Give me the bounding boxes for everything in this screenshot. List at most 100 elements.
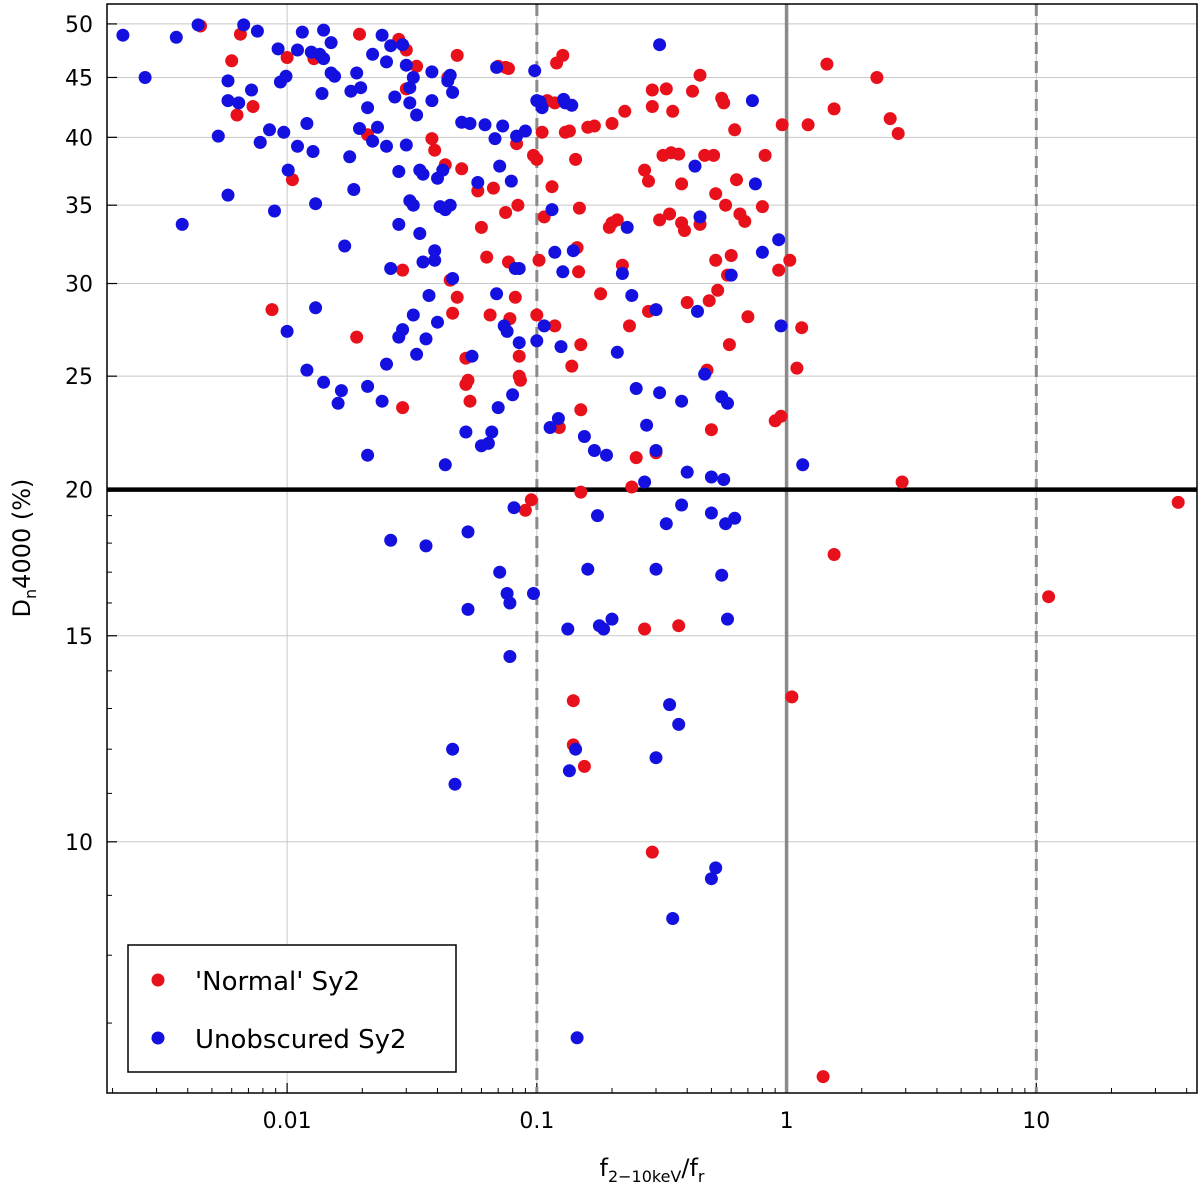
data-point [675,394,689,408]
data-point [384,262,398,275]
data-point [721,612,734,626]
data-point [406,71,420,84]
data-point [629,451,643,465]
y-tick-label: 40 [65,126,93,151]
data-point [653,213,667,227]
data-point [577,430,591,443]
data-point [508,290,522,304]
data-point [675,498,689,512]
data-point [490,287,504,301]
data-point [675,177,689,191]
data-point [728,511,742,525]
data-point [709,861,723,875]
data-point [758,148,772,162]
data-point [704,470,718,484]
y-tick-label: 25 [65,365,93,390]
data-point [512,349,526,363]
data-point [503,650,517,663]
data-point [653,386,667,400]
data-point [366,47,380,61]
data-point [704,872,718,886]
data-point [493,159,507,173]
data-point [268,204,281,218]
data-point [745,94,759,108]
data-point [702,294,716,308]
data-point [775,118,789,132]
data-point [730,173,743,187]
data-point [755,245,769,259]
data-point [827,102,841,116]
data-point [574,338,588,352]
data-point [512,262,526,275]
data-point [615,267,629,280]
data-point [399,138,413,152]
reference-lines [107,4,1197,1093]
data-point [566,694,580,708]
y-tick-label: 20 [65,479,93,504]
data-point [413,227,427,240]
data-point [518,503,532,517]
data-point [783,253,797,267]
y-axis-title: Dn4000 (%) [8,479,40,618]
data-point [361,448,375,462]
data-point [221,94,235,108]
data-point [709,253,723,267]
legend: 'Normal' Sy2 Unobscured Sy2 [127,944,457,1073]
data-point [698,367,712,381]
y-axis-title-pre: D [8,599,36,617]
data-point [895,475,909,489]
data-point [721,396,734,410]
data-point [237,18,251,32]
data-point [478,118,492,132]
data-point [820,57,834,71]
data-point [361,101,375,115]
data-point [883,112,897,126]
data-point [250,24,264,38]
data-point [659,82,673,96]
data-point [384,533,398,547]
data-point [425,94,439,108]
data-point [551,412,565,425]
data-point [524,493,538,507]
data-point [649,303,663,317]
data-point [461,602,475,616]
data-point [419,539,433,553]
data-point [640,418,654,432]
data-point [704,506,718,520]
data-point [353,122,366,135]
data-point [724,249,738,262]
data-point [428,244,442,258]
data-point [642,174,655,188]
data-point [493,565,507,579]
data-point [230,108,244,122]
data-point [338,239,352,253]
data-point [328,69,342,83]
legend-label-unobscured: Unobscured Sy2 [195,1025,407,1055]
data-point [719,198,733,212]
y-tick-label: 15 [65,625,93,650]
data-point [350,330,364,344]
data-point [280,51,294,64]
data-point [265,303,279,317]
y-tick-label: 35 [65,194,93,219]
data-point [446,742,460,756]
data-point [666,104,680,118]
data-point [556,48,570,62]
data-point [623,319,636,333]
data-point [530,308,544,322]
data-point [503,596,517,610]
data-point [772,263,786,277]
data-point [232,96,246,110]
data-point [688,159,702,173]
data-point [1042,590,1056,604]
data-point [425,65,439,79]
data-point [431,315,444,329]
data-point [548,319,562,333]
data-point [659,517,673,531]
y-tick-label: 45 [65,66,93,91]
data-point [638,163,652,177]
data-point [645,83,659,97]
data-point [419,332,433,346]
data-point [709,187,723,201]
data-point [380,55,393,69]
